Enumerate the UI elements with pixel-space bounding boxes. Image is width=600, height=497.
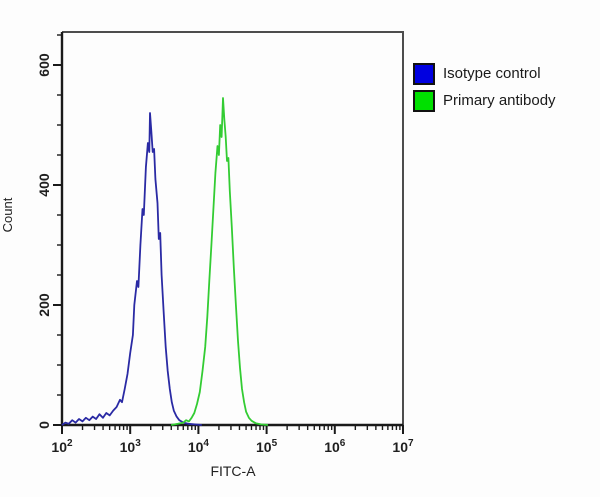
y-tick-label: 600 bbox=[36, 53, 52, 77]
x-tick-label: 104 bbox=[188, 438, 210, 455]
curve-primary-antibody bbox=[170, 97, 269, 426]
x-tick-label: 105 bbox=[256, 438, 278, 455]
legend-entry-primary-antibody: Primary antibody bbox=[413, 89, 556, 112]
x-axis-title: FITC-A bbox=[210, 463, 256, 479]
legend-entry-isotype-control: Isotype control bbox=[413, 62, 556, 85]
y-tick-label: 200 bbox=[36, 293, 52, 317]
x-tick-label: 107 bbox=[392, 438, 414, 455]
plot-border bbox=[62, 31, 404, 425]
legend-swatch-blue bbox=[413, 62, 435, 85]
x-tick-label: 103 bbox=[120, 438, 142, 455]
y-axis-title: Count bbox=[0, 197, 15, 232]
y-axis-tick-labels: 0 200 400 600 bbox=[36, 53, 52, 429]
histogram-curves bbox=[61, 97, 269, 426]
curve-isotype-control bbox=[61, 112, 202, 426]
y-tick-label: 0 bbox=[36, 421, 52, 429]
x-axis-ticks bbox=[61, 425, 404, 434]
x-tick-label: 106 bbox=[324, 438, 346, 455]
y-axis-ticks bbox=[53, 34, 62, 426]
x-tick-label: 102 bbox=[51, 438, 73, 455]
legend-swatch-green bbox=[413, 89, 435, 112]
legend-label: Primary antibody bbox=[443, 92, 556, 109]
y-tick-label: 400 bbox=[36, 173, 52, 197]
x-axis-tick-labels: 102 103 104 105 106 107 bbox=[51, 438, 414, 455]
legend: Isotype control Primary antibody bbox=[413, 62, 556, 112]
legend-label: Isotype control bbox=[443, 65, 541, 82]
